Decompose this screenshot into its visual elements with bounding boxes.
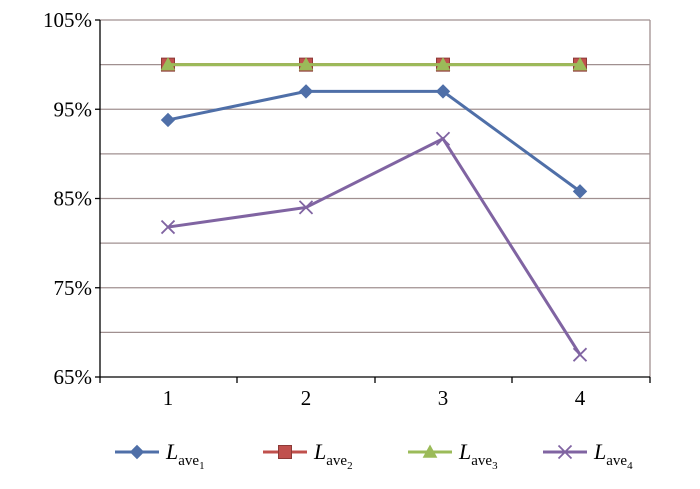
legend-label: Lave3 (458, 439, 498, 472)
triangle-marker (435, 57, 451, 71)
x-marker (557, 444, 573, 460)
triangle-marker (572, 57, 588, 71)
diamond-marker (298, 84, 314, 99)
x-axis-tick-labels: 1 2 3 4 (163, 386, 586, 410)
legend-label: Lave2 (313, 439, 353, 472)
diamond-marker (129, 444, 145, 460)
x-marker-stroke (298, 200, 314, 215)
x-marker-stroke (435, 131, 451, 146)
series-line (167, 136, 582, 356)
x-tick-label: 3 (438, 386, 449, 410)
plot-area-frame (95, 19, 651, 383)
y-axis-tick-labels: 65% 75% 85% 95% 105% (43, 8, 92, 389)
legend-label: Lave4 (593, 439, 633, 472)
square-marker (278, 445, 292, 459)
legend-item-4: Lave4 (543, 439, 633, 472)
legend-item-3: Lave3 (408, 439, 498, 472)
grid-lines (100, 63, 650, 334)
y-tick-label: 95% (54, 97, 93, 121)
y-tick-label: 105% (43, 8, 92, 32)
diamond-marker (435, 84, 451, 99)
triangle-marker (160, 57, 176, 71)
series-layer (160, 57, 588, 362)
x-marker (160, 219, 176, 235)
series-4 (160, 131, 588, 362)
diamond-marker (160, 112, 176, 128)
y-tick-label: 65% (54, 365, 93, 389)
x-tick-label: 2 (301, 386, 312, 410)
x-marker-stroke (557, 444, 573, 460)
series-3 (160, 57, 588, 71)
triangle-marker (298, 57, 314, 71)
x-tick-label: 1 (163, 386, 174, 410)
x-marker-stroke (160, 219, 176, 235)
x-marker-stroke (572, 347, 588, 362)
y-tick-label: 75% (54, 276, 93, 300)
triangle-marker (422, 444, 438, 458)
series-line (167, 89, 581, 193)
x-tick-label: 4 (575, 386, 586, 410)
x-marker (572, 347, 588, 362)
legend-item-1: Lave1 (115, 439, 205, 472)
legend: Lave1 Lave2 Lave3 Lave4 (115, 439, 633, 472)
y-tick-label: 85% (54, 187, 93, 211)
x-marker (435, 131, 451, 146)
x-marker (298, 200, 314, 215)
diamond-marker (572, 184, 588, 199)
legend-label: Lave1 (165, 439, 205, 472)
legend-item-2: Lave2 (263, 439, 353, 472)
series-1 (160, 84, 588, 199)
